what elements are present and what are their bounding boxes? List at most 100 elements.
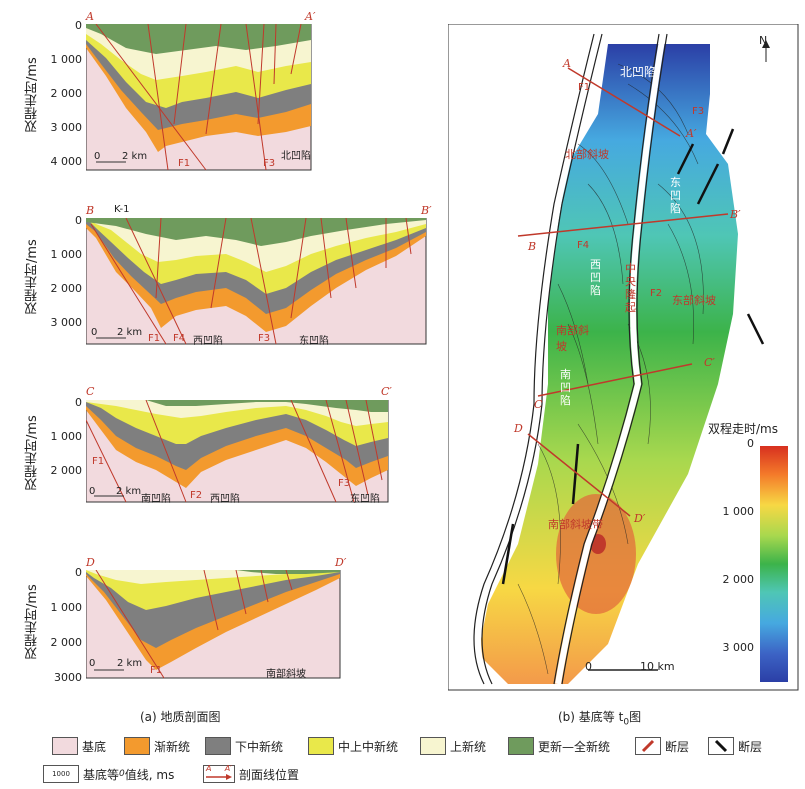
fault-label-f1: F1 bbox=[178, 158, 191, 169]
black-fault-icon bbox=[708, 737, 734, 755]
tick: 1 000 bbox=[50, 53, 83, 66]
swatch bbox=[52, 737, 78, 755]
section-start-label: A bbox=[86, 10, 94, 23]
swatch bbox=[420, 737, 446, 755]
map-scale-label: 10 km bbox=[640, 660, 675, 673]
tick: 0 bbox=[75, 396, 82, 409]
scale-zero: 0 bbox=[89, 486, 96, 497]
legend-item: 渐新统 bbox=[124, 735, 190, 757]
line-label: C bbox=[534, 398, 543, 411]
legend-item: 中上中新统 bbox=[308, 735, 398, 757]
legend-item: 更新—全新统 bbox=[508, 735, 610, 757]
section-d-plot bbox=[86, 570, 341, 679]
legend-label: 渐新统 bbox=[154, 739, 191, 754]
region-label: 北部斜坡 bbox=[565, 148, 609, 161]
scale-label: 2 km bbox=[116, 486, 142, 497]
scale-zero: 0 bbox=[91, 327, 98, 338]
colorbar-tick: 3 000 bbox=[722, 641, 755, 654]
line-label: A′ bbox=[686, 127, 697, 140]
y-axis-label: 双程走时/ms bbox=[25, 415, 40, 491]
panel-b-caption: (b) 基底等 t0图 bbox=[558, 708, 641, 727]
swatch bbox=[124, 737, 150, 755]
scale-label: 2 km bbox=[117, 327, 143, 338]
tick: 3 000 bbox=[50, 121, 83, 134]
swatch bbox=[205, 737, 231, 755]
legend-label: 基底等 bbox=[83, 767, 120, 782]
scale-zero: 0 bbox=[89, 658, 96, 669]
fault-label-f3: F3 bbox=[263, 158, 276, 169]
section-end-label: C′ bbox=[381, 385, 392, 398]
basin-label: 西凹陷 bbox=[210, 494, 240, 505]
section-end-label: D′ bbox=[335, 556, 347, 569]
contour-icon: 1000 bbox=[43, 765, 79, 783]
section-c-plot bbox=[86, 400, 389, 503]
sample-start: A bbox=[206, 764, 212, 773]
map-scale-zero: 0 bbox=[585, 660, 592, 673]
tick: 2 000 bbox=[50, 464, 83, 477]
tick: 2 000 bbox=[50, 282, 83, 295]
fault-label-f2: F2 bbox=[190, 490, 203, 501]
fault-label-f2: F2 bbox=[650, 288, 663, 299]
caption-text: (b) 基底等 t bbox=[558, 710, 624, 724]
colorbar-tick: 2 000 bbox=[722, 573, 755, 586]
line-label: B′ bbox=[730, 208, 741, 221]
legend-label-end: 值线, ms bbox=[124, 767, 175, 782]
region-label: 中央隆起 bbox=[625, 262, 636, 314]
section-end-label: A′ bbox=[305, 10, 316, 23]
fault-label-f3: F3 bbox=[692, 106, 705, 117]
tick: 2 000 bbox=[50, 87, 83, 100]
tick: 0 bbox=[75, 19, 82, 32]
region-label: 北凹陷 bbox=[620, 65, 657, 79]
legend-label: 更新—全新统 bbox=[538, 739, 611, 754]
tick: 3000 bbox=[54, 671, 82, 684]
legend-label: 剖面线位置 bbox=[239, 767, 300, 782]
region-label: 南部斜坡 bbox=[266, 669, 306, 680]
section-a-plot bbox=[86, 24, 312, 171]
legend-item: 1000 基底等 0 值线, ms bbox=[43, 763, 174, 785]
caption-sub: 0 bbox=[623, 717, 630, 728]
section-start-label: D bbox=[86, 556, 95, 569]
region-label: 东凹陷 bbox=[670, 176, 681, 215]
tick: 0 bbox=[75, 566, 82, 579]
legend-label: 断层 bbox=[738, 739, 763, 754]
sample-end: A′ bbox=[224, 764, 232, 773]
line-label: D bbox=[514, 422, 523, 435]
legend-label: 基底 bbox=[82, 739, 107, 754]
scale-label: 2 km bbox=[117, 658, 143, 669]
line-label: A bbox=[563, 57, 571, 70]
tick: 1 000 bbox=[50, 248, 83, 261]
tick: 1 000 bbox=[50, 601, 83, 614]
legend-item: 下中新统 bbox=[205, 735, 283, 757]
red-fault-icon bbox=[635, 737, 661, 755]
legend-label: 断层 bbox=[665, 739, 690, 754]
region-label: 东部斜坡 bbox=[672, 294, 716, 307]
colorbar-title: 双程走时/ms bbox=[708, 422, 778, 436]
section-b-plot bbox=[86, 218, 427, 345]
legend-label: 上新统 bbox=[450, 739, 487, 754]
legend-item: A A′ 剖面线位置 bbox=[203, 763, 299, 785]
region-label: 南部斜坡带 bbox=[548, 518, 603, 531]
scale-zero: 0 bbox=[94, 151, 101, 162]
region-label: 西凹陷 bbox=[590, 258, 601, 297]
fault-label-f3: F3 bbox=[338, 478, 351, 489]
fault-label-f4: F4 bbox=[577, 240, 590, 251]
y-axis-label: 双程走时/ms bbox=[25, 584, 40, 660]
colorbar-tick: 1 000 bbox=[722, 505, 755, 518]
line-label: B bbox=[528, 240, 537, 253]
basin-label: 西凹陷 bbox=[193, 336, 223, 347]
legend-label: 下中新统 bbox=[235, 739, 284, 754]
tick: 1 000 bbox=[50, 430, 83, 443]
contour-sample: 1000 bbox=[52, 770, 70, 778]
section-end-label: B′ bbox=[421, 204, 432, 217]
north-label: N bbox=[759, 34, 768, 47]
line-label: C′ bbox=[704, 356, 715, 369]
scale-label: 2 km bbox=[122, 151, 148, 162]
caption-end: 图 bbox=[629, 710, 642, 724]
legend-sub: 0 bbox=[119, 769, 125, 779]
panel-a-caption: (a) 地质剖面图 bbox=[140, 710, 221, 724]
legend-item: 基底 bbox=[52, 735, 106, 757]
legend-label: 中上中新统 bbox=[338, 739, 399, 754]
tick: 4 000 bbox=[50, 155, 83, 168]
section-start-label: B bbox=[86, 204, 95, 217]
line-label: D′ bbox=[634, 512, 646, 525]
